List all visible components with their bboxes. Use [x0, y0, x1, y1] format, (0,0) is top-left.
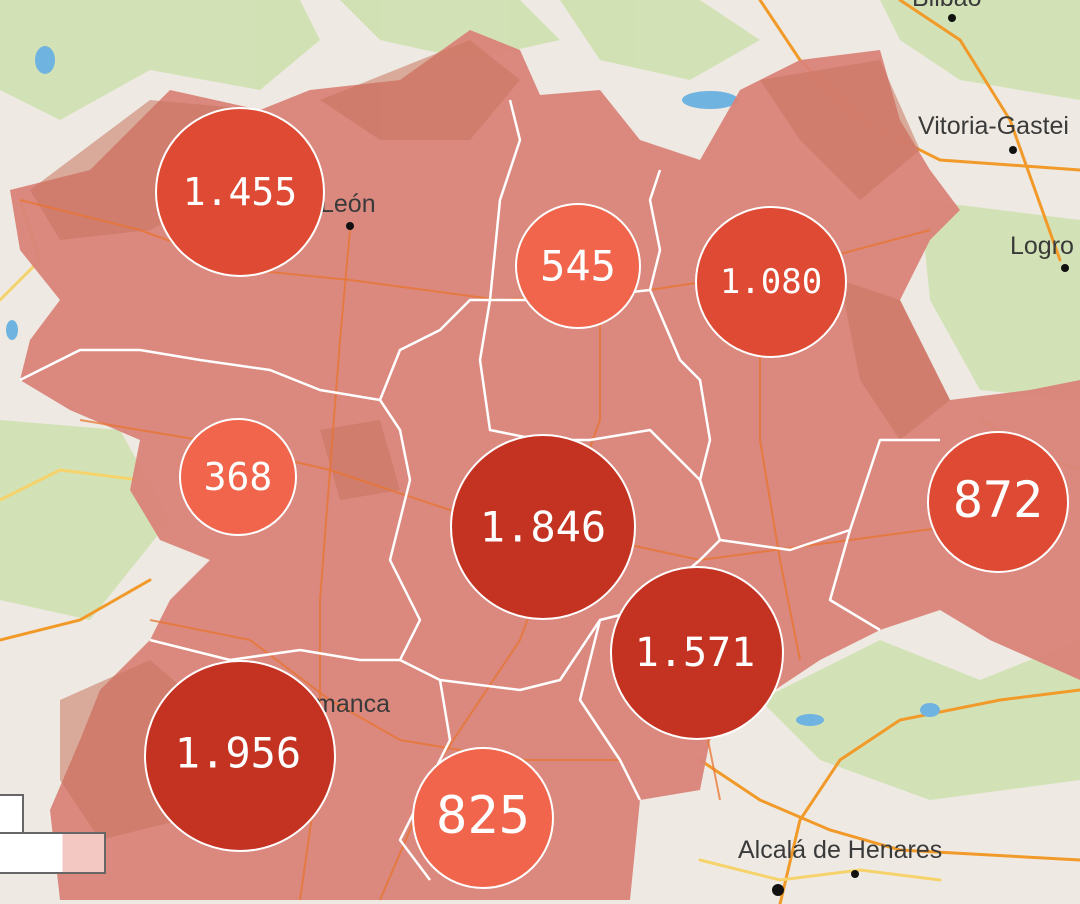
scale-box [0, 794, 24, 834]
logrono-marker [1061, 264, 1069, 272]
bubble-value-valladolid: 1.846 [480, 503, 606, 552]
city-label-logrono: Logro [1010, 232, 1074, 260]
bubble-salamanca[interactable]: 1.956 [144, 660, 336, 852]
city-markers [346, 14, 1069, 896]
bubble-value-palencia: 545 [540, 242, 616, 291]
bubble-value-burgos: 1.080 [720, 262, 822, 302]
bubble-soria[interactable]: 872 [927, 431, 1069, 573]
madrid-marker [772, 884, 784, 896]
bubble-palencia[interactable]: 545 [515, 203, 641, 329]
vitoria-marker [1009, 146, 1017, 154]
bubble-value-leon: 1.455 [183, 170, 297, 214]
water-bodies [6, 46, 940, 726]
bubble-avila[interactable]: 825 [412, 747, 554, 889]
bubble-value-soria: 872 [953, 471, 1043, 529]
bubble-value-avila: 825 [436, 786, 530, 846]
bubble-value-segovia: 1.571 [635, 630, 755, 676]
bilbao-marker [948, 14, 956, 22]
city-label-salamanca: manca [315, 690, 390, 718]
bubble-leon[interactable]: 1.455 [155, 107, 325, 277]
alcala-marker [851, 870, 859, 878]
leon-marker [346, 222, 354, 230]
bubble-value-salamanca: 1.956 [175, 729, 301, 778]
bubble-zamora[interactable]: 368 [179, 418, 297, 536]
city-label-alcala: Alcalá de Henares [738, 836, 942, 864]
bubble-segovia[interactable]: 1.571 [610, 566, 784, 740]
city-label-bilbao: Bilbao [912, 0, 982, 12]
bubble-value-zamora: 368 [204, 455, 273, 499]
bubble-burgos[interactable]: 1.080 [695, 206, 847, 358]
city-label-leon: León [320, 190, 376, 218]
bubble-valladolid[interactable]: 1.846 [450, 434, 636, 620]
scale-bar [0, 832, 106, 874]
city-label-vitoria: Vitoria-Gastei [918, 112, 1069, 140]
